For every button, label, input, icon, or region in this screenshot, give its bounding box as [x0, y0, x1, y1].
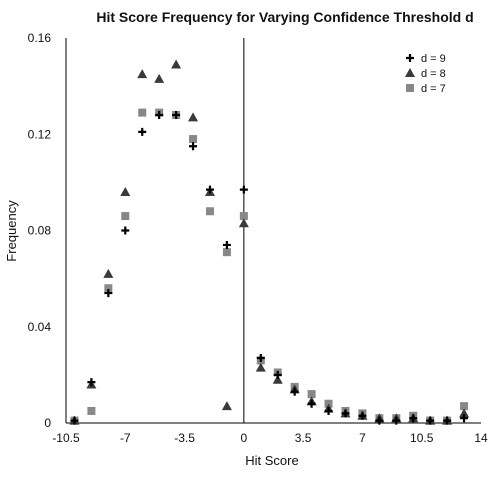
data-point-series-2 [138, 108, 147, 117]
data-markers [69, 59, 470, 425]
data-point-series-0 [205, 185, 214, 194]
data-point-series-0 [409, 414, 418, 423]
data-point-series-1 [103, 268, 114, 278]
data-point-series-1 [137, 69, 148, 79]
data-point-series-0 [239, 185, 248, 194]
data-point-series-0 [358, 411, 367, 420]
data-point-series-1 [188, 112, 199, 122]
data-point-series-1 [255, 362, 266, 372]
data-point-series-1 [171, 59, 182, 69]
legend-entry-label: d = 8 [421, 68, 446, 80]
data-point-series-0 [460, 414, 469, 423]
data-point-series-2 [189, 135, 198, 144]
data-point-series-0 [172, 111, 181, 119]
data-point-series-0 [121, 226, 130, 235]
y-tick-label: 0.04 [28, 320, 52, 334]
legend-marker [405, 68, 415, 77]
legend: d = 9 d = 8 d = 7 [405, 53, 446, 95]
data-point-series-1 [459, 408, 470, 418]
x-tick-label: -7 [120, 431, 131, 445]
data-point-series-0 [155, 111, 164, 119]
y-tick-label: 0.08 [28, 224, 52, 238]
y-tick-label: 0.12 [28, 127, 52, 141]
data-point-series-0 [443, 416, 452, 425]
y-tick-labels: 0 0.04 0.08 0.12 0.16 [28, 31, 52, 430]
data-point-series-0 [290, 387, 299, 396]
legend-marker [406, 54, 414, 62]
x-tick-label: 7 [359, 431, 366, 445]
data-point-series-1 [221, 401, 232, 411]
x-tick-label: -10.5 [52, 431, 80, 445]
x-tick-label: 14 [474, 431, 488, 445]
data-point-series-0 [256, 354, 265, 363]
y-tick-label: 0.16 [28, 31, 52, 45]
data-point-series-0 [324, 406, 333, 415]
data-point-series-1 [238, 218, 249, 228]
y-tick-label: 0 [44, 416, 51, 430]
data-point-series-2 [205, 207, 214, 216]
legend-marker [406, 84, 414, 92]
data-point-series-0 [426, 416, 435, 425]
data-point-series-0 [273, 370, 282, 379]
legend-entry-label: d = 7 [421, 83, 446, 95]
data-point-series-2 [307, 390, 316, 399]
data-point-series-2 [460, 402, 469, 411]
data-point-series-0 [104, 289, 113, 298]
x-tick-label: 0 [241, 431, 248, 445]
data-point-series-0 [222, 240, 231, 249]
chart-title: Hit Score Frequency for Varying Confiden… [96, 9, 473, 25]
legend-entry-label: d = 9 [421, 53, 446, 65]
data-point-series-0 [70, 416, 79, 425]
data-point-series-0 [87, 378, 96, 387]
data-point-series-2 [239, 212, 248, 221]
data-point-series-0 [189, 142, 198, 151]
x-tick-labels: -10.5 -7 -3.5 0 3.5 7 10.5 14 [52, 431, 488, 445]
data-point-series-1 [120, 187, 131, 196]
data-point-series-0 [392, 416, 401, 425]
data-point-series-1 [272, 374, 283, 384]
data-point-series-2 [222, 248, 231, 257]
x-tick-label: 10.5 [410, 431, 434, 445]
data-point-series-0 [375, 416, 384, 425]
data-point-series-1 [154, 73, 165, 83]
data-point-series-2 [104, 284, 113, 293]
plot-area [65, 38, 481, 424]
data-point-series-0 [138, 127, 147, 136]
x-axis-label: Hit Score [245, 453, 298, 468]
data-point-series-2 [87, 406, 96, 415]
x-tick-label: -3.5 [174, 431, 195, 445]
y-axis-label: Frequency [4, 200, 19, 262]
data-point-series-0 [341, 409, 350, 418]
data-point-series-2 [121, 212, 130, 221]
x-tick-label: 3.5 [295, 431, 312, 445]
data-point-series-0 [307, 399, 316, 408]
